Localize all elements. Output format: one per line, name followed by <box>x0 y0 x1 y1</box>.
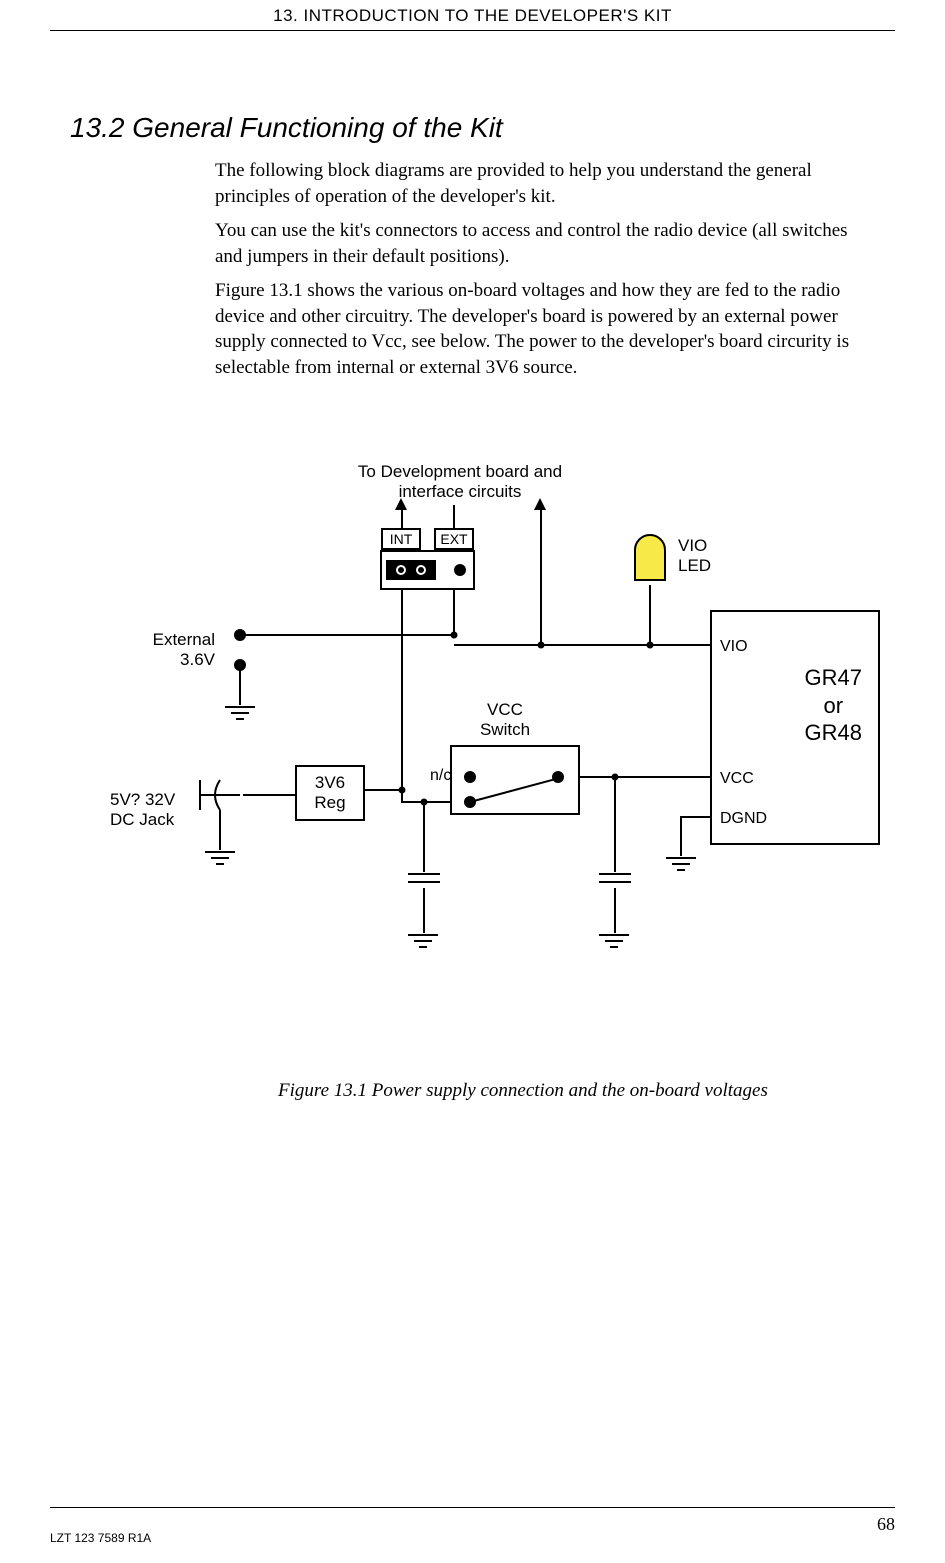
gnd-cap2 <box>599 933 629 953</box>
nc-label: n/c <box>430 767 451 785</box>
int-label-box: INT <box>381 528 421 550</box>
external-3v6-label: External 3.6V <box>135 630 215 669</box>
module-box: VIO GR47 or GR48 VCC DGND <box>710 610 880 845</box>
wire-ext-pin-down <box>453 590 455 636</box>
wire-cap2-bot <box>614 888 616 933</box>
footer-rule <box>50 1507 895 1508</box>
wire-dgnd-v <box>680 816 682 856</box>
dc-jack-label: 5V? 32V DC Jack <box>110 790 190 829</box>
wire-jack-gnd <box>219 810 221 850</box>
header-rule <box>50 30 895 31</box>
pin-vio-label: VIO <box>720 638 748 656</box>
paragraph-1: The following block diagrams are provide… <box>215 158 855 209</box>
switch-terminal-nc <box>464 771 476 783</box>
gnd-ext36 <box>225 705 255 725</box>
vio-led-label: VIO LED <box>678 536 711 575</box>
gnd-dgnd <box>666 856 696 876</box>
dc-jack-icon <box>195 775 245 815</box>
wire-jack-to-reg <box>243 794 295 796</box>
3v6-reg-box: 3V6Reg <box>295 765 365 821</box>
section-heading: 13.2 General Functioning of the Kit <box>70 112 503 144</box>
jumper-shunt <box>386 560 436 580</box>
top-output-line1: To Development board and <box>358 462 562 481</box>
wire-ext36-gnd <box>239 665 241 705</box>
page: 13. INTRODUCTION TO THE DEVELOPER'S KIT … <box>0 0 945 1563</box>
pin-vcc-label: VCC <box>720 770 754 788</box>
jumper-pin-3 <box>454 564 466 576</box>
top-output-line2: interface circuits <box>399 482 522 501</box>
page-header-title: 13. INTRODUCTION TO THE DEVELOPER'S KIT <box>0 0 945 26</box>
footer-docid: LZT 123 7589 R1A <box>50 1531 151 1545</box>
paragraph-2: You can use the kit's connectors to acce… <box>215 218 855 269</box>
footer-page-number: 68 <box>877 1514 895 1535</box>
wire-vio-up <box>540 505 542 645</box>
vcc-switch-label: VCC Switch <box>460 700 550 739</box>
top-output-label: To Development board and interface circu… <box>345 462 575 501</box>
jumper-pin-1 <box>396 565 406 575</box>
wire-dgnd-h <box>680 816 710 818</box>
wire-led-down <box>649 585 651 645</box>
pin-dgnd-label: DGND <box>720 810 767 828</box>
wire-cap1-bot <box>423 888 425 933</box>
wire-int-pin-down <box>401 590 403 790</box>
power-diagram: To Development board and interface circu… <box>140 460 890 1060</box>
wire-cap2-top <box>614 777 616 872</box>
ext-label-box: EXT <box>434 528 474 550</box>
wire-cap1-top <box>423 802 425 872</box>
node-ext-bus <box>451 632 458 639</box>
wire-ext-up <box>453 505 455 529</box>
arrow-vio-up <box>540 502 541 503</box>
wire-switch-to-vcc <box>580 776 710 778</box>
wire-vio-bus <box>454 644 710 646</box>
arrow-int <box>401 502 402 503</box>
paragraph-3: Figure 13.1 shows the various on-board v… <box>215 278 855 381</box>
module-name: GR47 or GR48 <box>805 664 862 747</box>
gnd-cap1 <box>408 933 438 953</box>
vio-led-icon <box>630 530 670 585</box>
node-vio-led <box>647 642 654 649</box>
wire-ext36-to-bus <box>240 634 455 636</box>
switch-terminal-out <box>552 771 564 783</box>
jumper-pin-2 <box>416 565 426 575</box>
node-reg-int <box>399 787 406 794</box>
figure-caption: Figure 13.1 Power supply connection and … <box>278 1080 768 1102</box>
gnd-jack <box>205 850 235 870</box>
node-vio-arrow <box>538 642 545 649</box>
